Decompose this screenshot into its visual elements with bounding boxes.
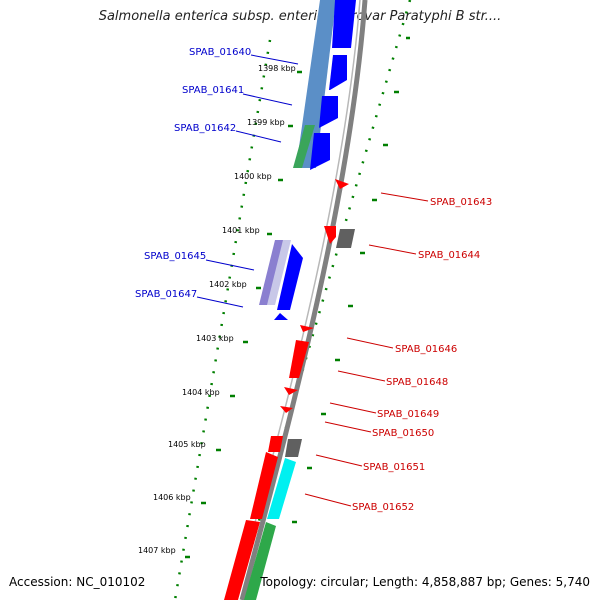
gene-label-spab-01651[interactable]: SPAB_01651 <box>363 462 425 473</box>
middle-left-features <box>259 240 303 320</box>
scale-label-1399: 1399 kbp <box>247 118 285 127</box>
gene-label-spab-01652[interactable]: SPAB_01652 <box>352 502 414 513</box>
gene-label-spab-01649[interactable]: SPAB_01649 <box>377 409 439 420</box>
map-title: Salmonella enterica subsp. enterica sero… <box>98 9 502 24</box>
scale-label-1398: 1398 kbp <box>258 64 296 73</box>
scale-label-1402: 1402 kbp <box>209 280 247 289</box>
scale-label-1407: 1407 kbp <box>138 546 176 555</box>
gene-label-spab-01648[interactable]: SPAB_01648 <box>386 377 448 388</box>
gene-label-spab-01641[interactable]: SPAB_01641 <box>182 85 244 96</box>
gene-label-spab-01640[interactable]: SPAB_01640 <box>189 47 251 58</box>
genome-summary-text: Topology: circular; Length: 4,858,887 bp… <box>260 575 590 589</box>
right-labels[interactable] <box>304 192 429 507</box>
scale-label-1405: 1405 kbp <box>168 440 206 449</box>
scale-label-1404: 1404 kbp <box>182 388 220 397</box>
outer-guide-ring <box>234 0 412 600</box>
gene-label-spab-01644[interactable]: SPAB_01644 <box>418 250 480 261</box>
genome-backbone <box>239 0 368 600</box>
scale-label-1406: 1406 kbp <box>153 493 191 502</box>
accession-text: Accession: NC_010102 <box>9 575 146 589</box>
top-features <box>293 0 356 170</box>
gene-label-spab-01645[interactable]: SPAB_01645 <box>144 251 206 262</box>
gene-label-spab-01650[interactable]: SPAB_01650 <box>372 428 434 439</box>
left-labels[interactable] <box>196 54 299 308</box>
gene-label-spab-01647[interactable]: SPAB_01647 <box>135 289 197 300</box>
right-features <box>224 179 355 600</box>
scale-label-1400: 1400 kbp <box>234 172 272 181</box>
gene-label-spab-01646[interactable]: SPAB_01646 <box>395 344 457 355</box>
scale-label-1403: 1403 kbp <box>196 334 234 343</box>
scale-label-1401: 1401 kbp <box>222 226 260 235</box>
gene-label-spab-01643[interactable]: SPAB_01643 <box>430 197 492 208</box>
gene-label-spab-01642[interactable]: SPAB_01642 <box>174 123 236 134</box>
tick-marks <box>185 36 410 559</box>
